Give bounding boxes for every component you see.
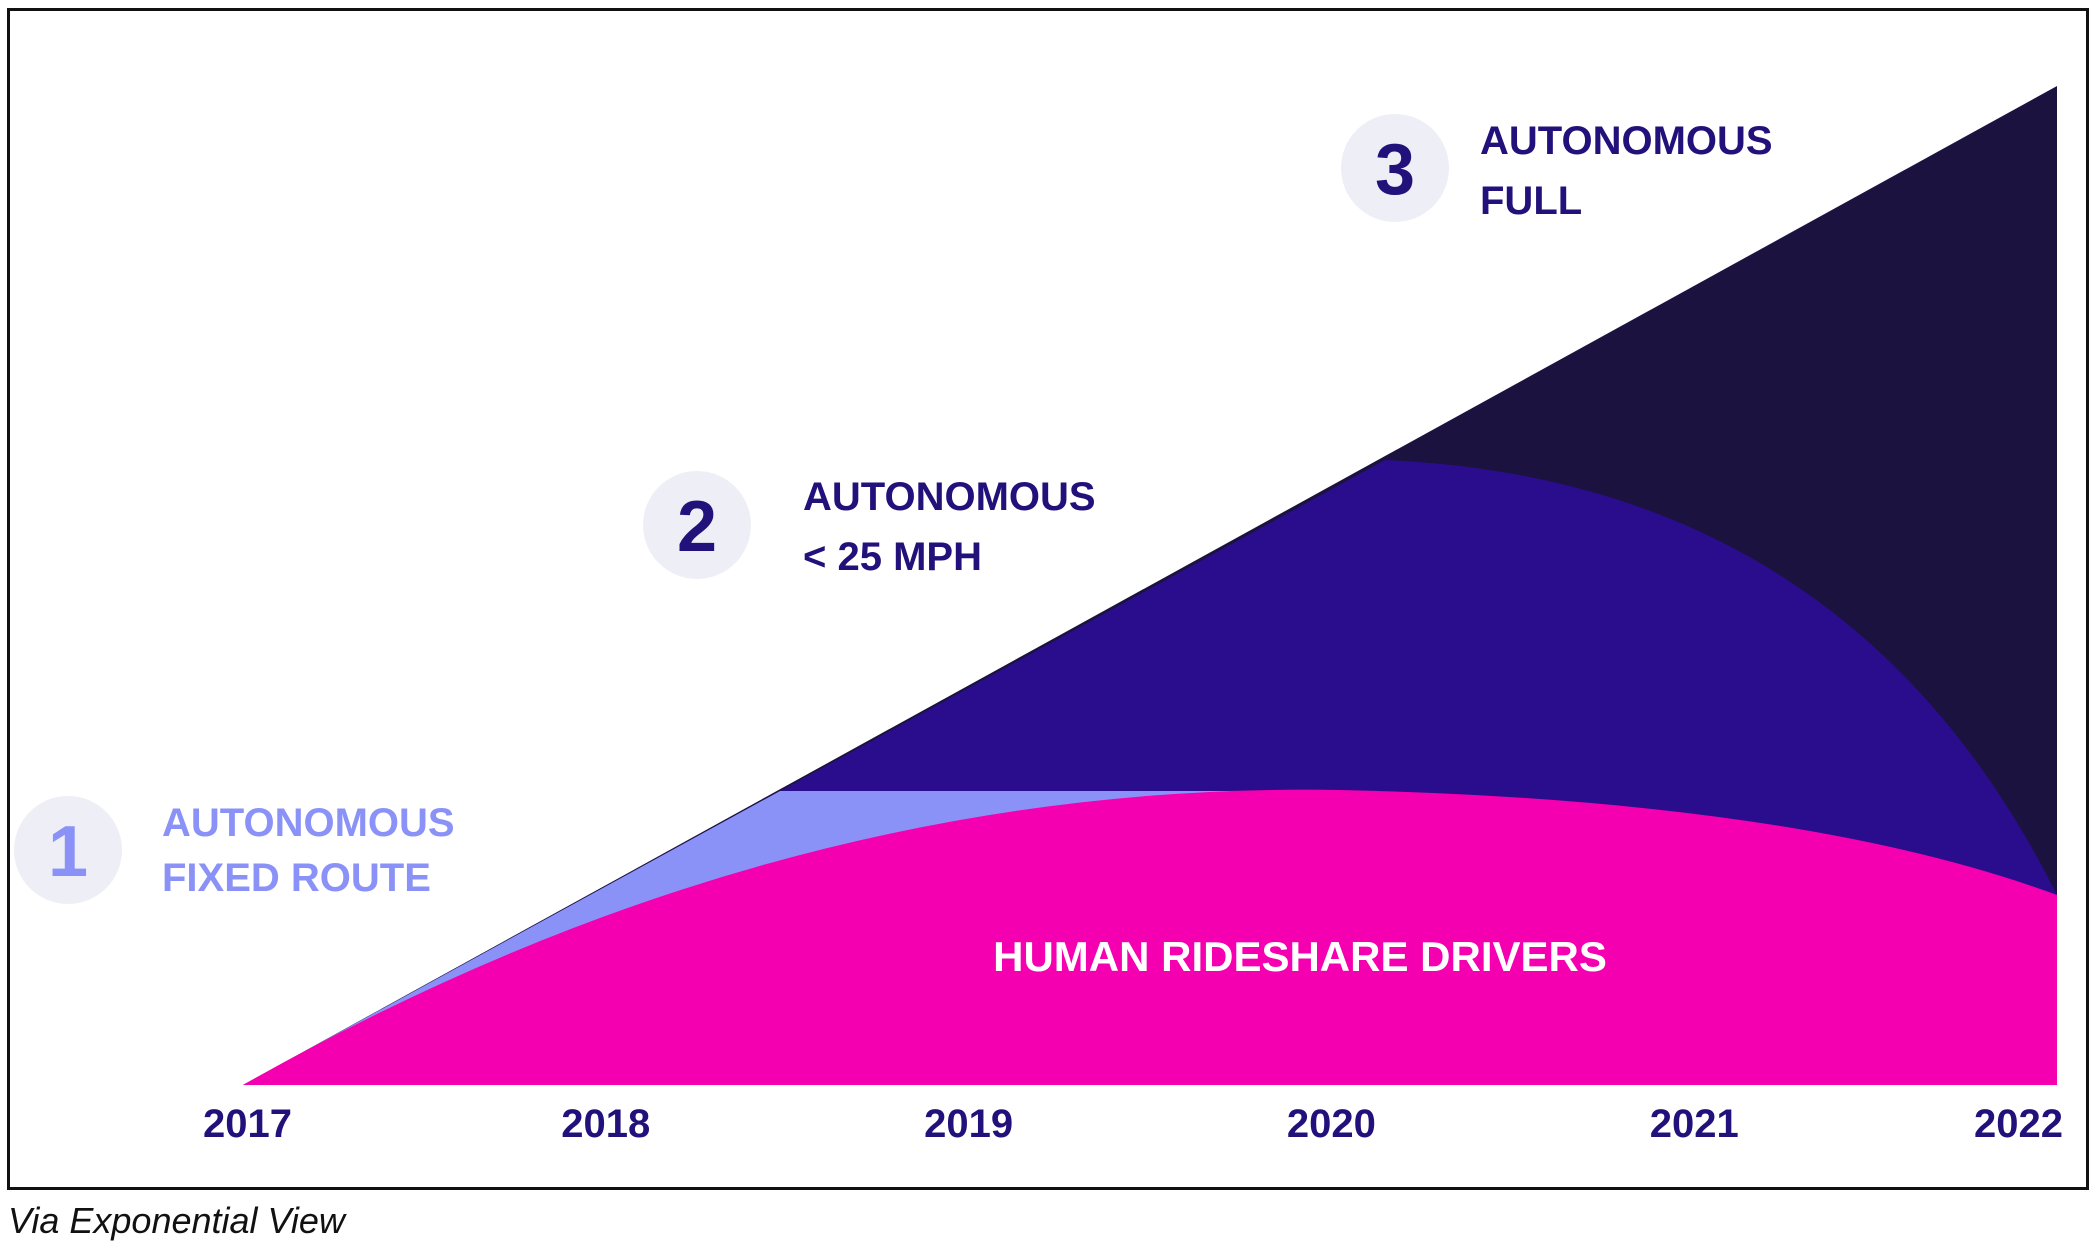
phase-1-label-line2: FIXED ROUTE	[162, 856, 431, 900]
phase-1: 1 AUTONOMOUS FIXED ROUTE	[14, 796, 455, 904]
phase-1-number: 1	[48, 812, 88, 892]
phase-2-label-line2: < 25 MPH	[803, 535, 982, 579]
x-tick-label: 2022	[1974, 1102, 2063, 1146]
source-caption: Via Exponential View	[8, 1200, 345, 1241]
phase-2-circle	[643, 471, 751, 579]
phase-2-label-line1: AUTONOMOUS	[803, 475, 1096, 519]
phase-3-number: 3	[1375, 130, 1415, 210]
phase-2-number: 2	[677, 487, 717, 567]
x-tick-label: 2020	[1287, 1102, 1376, 1146]
x-axis-ticks: 2017 2018 2019 2020 2021 2022	[203, 1102, 2063, 1146]
area-human-rideshare-drivers	[243, 789, 2057, 1085]
phase-1-circle	[14, 796, 122, 904]
phase-3: 3 AUTONOMOUS FULL	[1341, 114, 1773, 223]
phase-3-circle	[1341, 114, 1449, 222]
phase-3-label-line2: FULL	[1480, 179, 1582, 223]
x-tick-label: 2019	[924, 1102, 1013, 1146]
x-tick-label: 2018	[561, 1102, 650, 1146]
phase-3-label-line1: AUTONOMOUS	[1480, 119, 1773, 163]
phase-2: 2 AUTONOMOUS < 25 MPH	[643, 471, 1096, 579]
human-drivers-label: HUMAN RIDESHARE DRIVERS	[993, 933, 1607, 980]
x-tick-label: 2017	[203, 1102, 292, 1146]
chart-svg: HUMAN RIDESHARE DRIVERS 1 AUTONOMOUS FIX…	[14, 86, 2063, 1146]
x-tick-label: 2021	[1650, 1102, 1739, 1146]
phase-1-label-line1: AUTONOMOUS	[162, 801, 455, 845]
